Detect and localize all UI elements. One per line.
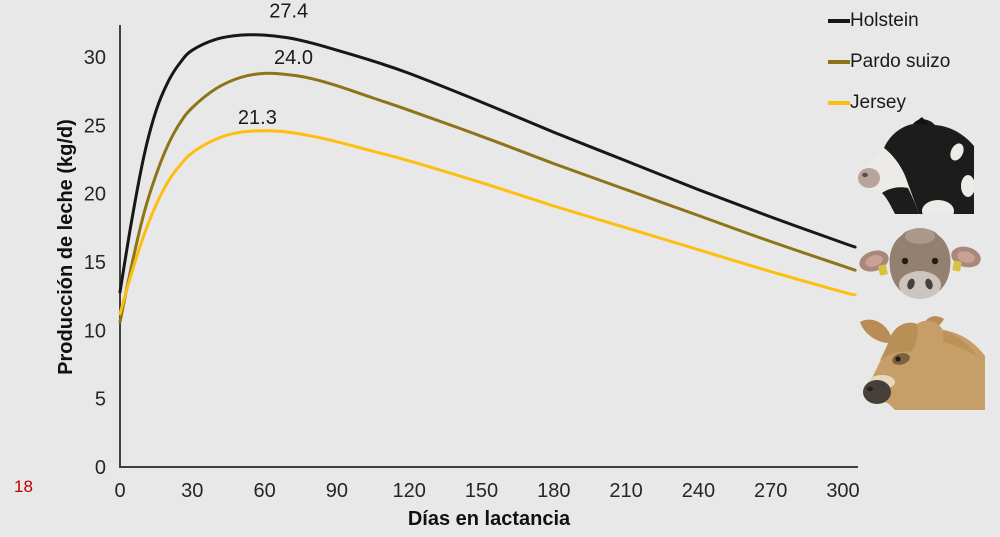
x-tick-label-90: 90 [326, 480, 348, 502]
y-tick-label-10: 10 [84, 320, 106, 342]
peak-label-holstein: 27.4 [269, 1, 308, 23]
y-tick-label-0: 0 [95, 457, 106, 479]
y-tick-label-30: 30 [84, 47, 106, 69]
pardo-suizo-cow-image [859, 228, 981, 299]
x-tick-label-120: 120 [393, 480, 426, 502]
x-tick-label-210: 210 [609, 480, 642, 502]
legend-swatch-pardo-suizo [828, 60, 850, 64]
y-tick-label-15: 15 [84, 252, 106, 274]
holstein-cow-image [858, 117, 974, 214]
x-tick-label-30: 30 [181, 480, 203, 502]
x-tick-label-240: 240 [682, 480, 715, 502]
y-tick-label-5: 5 [95, 389, 106, 411]
legend-item-pardo-suizo: Pardo suizo [828, 49, 950, 75]
y-axis-title: Producción de leche (kg/d) [55, 119, 77, 375]
chart-legend: Holstein Pardo suizo Jersey [828, 8, 950, 131]
peak-label-pardo-suizo: 24.0 [274, 47, 313, 69]
x-tick-label-270: 270 [754, 480, 787, 502]
jersey-cow-image [860, 316, 985, 410]
y-tick-label-20: 20 [84, 184, 106, 206]
legend-swatch-jersey [828, 101, 850, 105]
legend-item-holstein: Holstein [828, 8, 950, 34]
series-line-holstein [118, 33, 857, 294]
peak-label-jersey: 21.3 [238, 107, 277, 129]
x-tick-label-150: 150 [465, 480, 498, 502]
legend-item-jersey: Jersey [828, 90, 950, 116]
series-line-jersey [118, 129, 857, 316]
x-tick-label-60: 60 [253, 480, 275, 502]
x-tick-label-180: 180 [537, 480, 570, 502]
y-tick-label-25: 25 [84, 115, 106, 137]
slide-page-number: 18 [14, 477, 33, 496]
x-tick-label-300: 300 [826, 480, 859, 502]
x-tick-label-0: 0 [114, 480, 125, 502]
legend-label-jersey: Jersey [850, 92, 906, 113]
legend-label-pardo-suizo: Pardo suizo [850, 51, 951, 72]
x-axis-title: Días en lactancia [407, 508, 571, 530]
series-line-pardo-suizo [118, 71, 857, 324]
legend-label-holstein: Holstein [850, 10, 919, 31]
legend-swatch-holstein [828, 19, 850, 23]
